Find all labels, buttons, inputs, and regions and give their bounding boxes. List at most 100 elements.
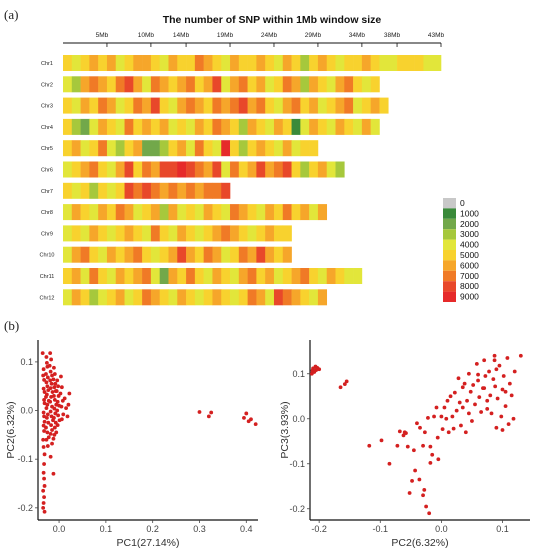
heatmap-cell [309, 140, 319, 157]
heatmap-cell [247, 76, 257, 93]
scatter2-point [512, 369, 517, 374]
heatmap-cell [282, 76, 292, 93]
heatmap-cell [168, 118, 178, 135]
scatter2-point [492, 353, 497, 358]
scatter2-point [451, 426, 456, 431]
heatmap-cell [317, 76, 328, 93]
heatmap-cell [247, 140, 257, 157]
heatmap-cell [353, 118, 363, 135]
scatter2-point [468, 389, 473, 394]
scatter1-point [59, 374, 63, 379]
heatmap-cell [230, 55, 240, 71]
scatter1-x-tick-label: 0.0 [53, 524, 66, 534]
chromosome-label: Chr7 [41, 189, 53, 195]
scatter2-point [428, 460, 433, 465]
scatter2-point [507, 381, 512, 386]
heatmap-cell [142, 140, 152, 157]
heatmap-cell [203, 225, 213, 242]
heatmap-cell [361, 97, 371, 114]
scatter1-point [45, 430, 50, 435]
scatter2-point [482, 386, 487, 391]
heatmap-cell [159, 246, 169, 263]
heatmap-cell [71, 140, 81, 157]
heatmap-cell [71, 161, 81, 178]
heatmap-cell [273, 289, 284, 306]
heatmap-cell [309, 97, 319, 114]
heatmap-cell [300, 118, 310, 135]
heatmap-cell [273, 268, 284, 284]
scatter1-x-label: PC1(27.14%) [116, 537, 179, 549]
scatter1-point [44, 415, 49, 420]
scatter2-point [440, 427, 445, 431]
scatter2-point [436, 457, 441, 462]
scatter1-point [52, 406, 57, 411]
scatter2-point [415, 421, 419, 426]
scatter1-point [53, 411, 58, 416]
heatmap-cell [177, 246, 187, 263]
heatmap-cell [186, 161, 196, 178]
heatmap-cell [282, 246, 292, 263]
heatmap-cell [133, 246, 143, 263]
scatter1-point [51, 436, 56, 441]
chromosome-label: Chr12 [40, 295, 55, 301]
heatmap-cell [247, 289, 257, 306]
heatmap-cell [265, 204, 275, 221]
heatmap-cell [335, 268, 345, 284]
scatter1-point [65, 414, 70, 419]
heatmap-cell [124, 97, 134, 114]
heatmap-cell [282, 118, 292, 135]
heatmap-tick-label: 14Mb [173, 32, 190, 39]
scatter1-point [54, 389, 59, 393]
scatter2-point [474, 361, 479, 366]
heatmap-cell [221, 140, 231, 157]
scatter2-point [466, 411, 471, 416]
heatmap-cell [230, 268, 240, 284]
chromosome-label: Chr6 [41, 168, 53, 174]
heatmap-cell [379, 97, 389, 114]
heatmap-cell [186, 182, 196, 199]
scatter2-point [470, 419, 474, 423]
heatmap-cell [150, 289, 160, 306]
scatter2-x-tick-label: 0.0 [435, 524, 448, 534]
heatmap-cell [115, 55, 125, 71]
scatter2-x-tick-label: -0.2 [311, 524, 327, 534]
heatmap-tick-label: 43Mb [428, 32, 445, 39]
heatmap-cell [309, 204, 319, 221]
scatter1-y-tick-label: 0.0 [20, 406, 33, 416]
heatmap-cell [142, 268, 152, 284]
heatmap-cell [203, 182, 213, 199]
heatmap-cell [282, 161, 292, 178]
scatter1-point [41, 505, 46, 510]
heatmap-cell [265, 246, 275, 263]
scatter1-point [45, 412, 50, 417]
heatmap-cell [282, 268, 292, 284]
scatter1-point [41, 501, 46, 505]
heatmap-cell [98, 97, 108, 114]
scatter1-point [42, 509, 47, 514]
heatmap-cell [177, 268, 187, 284]
heatmap-cell [115, 246, 125, 263]
heatmap-cell [335, 76, 345, 93]
heatmap-cell [432, 55, 442, 71]
scatter1-point [47, 363, 52, 368]
heatmap-cell [186, 76, 196, 93]
scatter2-point [452, 390, 457, 395]
scatter1-point [46, 435, 51, 440]
heatmap-cell [335, 161, 345, 178]
heatmap-cell [221, 55, 231, 71]
scatter1-point [41, 386, 46, 391]
scatter2-point [450, 414, 455, 419]
heatmap-cell [168, 225, 178, 242]
panel-label-b: (b) [4, 318, 19, 333]
scatter1-point [44, 395, 48, 399]
heatmap-cell [317, 55, 328, 71]
heatmap-cell [273, 97, 284, 114]
heatmap-cell [177, 76, 187, 93]
scatter1-point [56, 413, 61, 418]
heatmap-cell [71, 246, 81, 263]
scatter1-point [59, 417, 64, 422]
scatter2-point [313, 364, 318, 369]
scatter1-point [48, 351, 53, 356]
heatmap-cell [273, 161, 284, 178]
scatter1-point [42, 377, 46, 382]
